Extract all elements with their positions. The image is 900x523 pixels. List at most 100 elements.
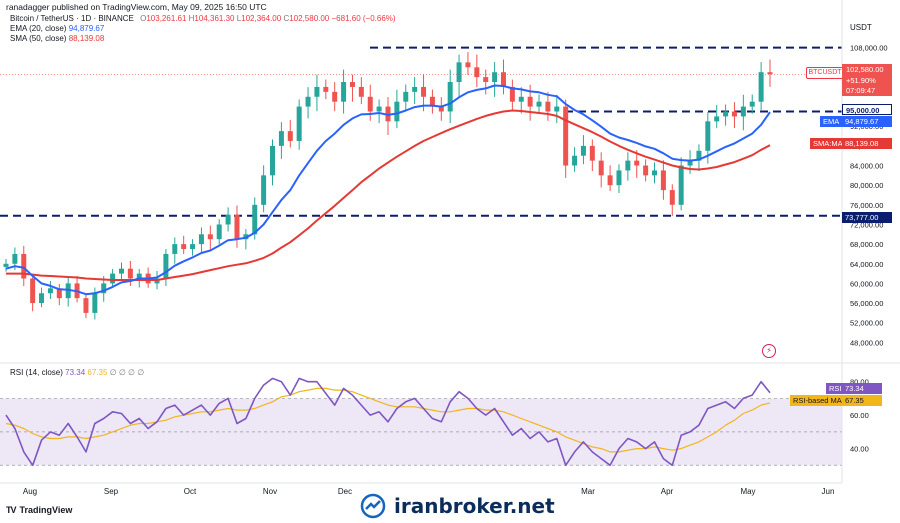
ema-value: 94,879.67 (68, 24, 105, 33)
candle-body (518, 96, 524, 102)
candle-body (216, 224, 222, 240)
time-label: Dec (338, 487, 352, 496)
open-label: O (140, 14, 147, 23)
candle-body (118, 268, 124, 274)
candle-body (261, 175, 267, 205)
sma50-line (6, 109, 771, 281)
close-value: 102,580.00 (289, 14, 330, 23)
rsi-pane (0, 377, 842, 467)
candle-body (172, 244, 178, 254)
candle-body (731, 111, 737, 117)
rsi-ma-tag-label: RSI-based MA (790, 395, 842, 406)
candle-body (740, 106, 746, 117)
candle-body (429, 96, 435, 107)
close-label: C (283, 14, 290, 23)
sma-legend[interactable]: SMA (50, close) 88,139.08 (10, 34, 104, 43)
candle-body (234, 214, 240, 240)
time-label: Mar (581, 487, 595, 496)
candle-body (509, 86, 515, 102)
candle-body (136, 273, 142, 279)
rsi-tag-label: RSI (826, 383, 842, 394)
rsi-ma-tag-value: 67.35 (842, 395, 882, 406)
candle-body (527, 96, 533, 107)
candle-body (47, 288, 53, 294)
watermark: iranbroker.net (360, 493, 555, 519)
candle-body (607, 175, 613, 186)
candle-body (589, 145, 595, 161)
candle-body (181, 244, 187, 250)
candle-body (127, 268, 133, 279)
candle-body (3, 263, 9, 267)
candle-body (678, 165, 684, 205)
candle-body (767, 72, 773, 75)
rsi-label: RSI (14, close) (10, 368, 63, 377)
candle-body (56, 288, 62, 299)
high-value: 104,361.30 (194, 14, 235, 23)
candle-body (270, 145, 276, 176)
candle-body (403, 91, 409, 102)
ema-legend[interactable]: EMA (20, close) 94,879.67 (10, 24, 104, 33)
candle-body (456, 62, 462, 83)
high-label: H (188, 14, 195, 23)
candle-body (296, 106, 302, 141)
rsi-legend[interactable]: RSI (14, close) 73.34 67.35 ∅ ∅ ∅ ∅ (10, 368, 144, 377)
candle-body (376, 106, 382, 112)
candle-body (758, 72, 764, 102)
candle-body (332, 91, 338, 102)
candle-body (714, 116, 720, 122)
candle-body (643, 165, 649, 176)
candle-body (314, 86, 320, 97)
rsi-ma-value: 67.35 (87, 368, 108, 377)
candle-body (749, 101, 755, 107)
symbol-name: Bitcoin / TetherUS · 1D · BINANCE (10, 14, 134, 23)
tradingview-logo[interactable]: TV TradingView (6, 505, 72, 515)
candle-body (341, 82, 347, 102)
sma-tag-value: 88,139.08 (842, 138, 892, 149)
candle-body (616, 170, 622, 186)
price-tick-label: 108,000.00 (850, 44, 888, 53)
candle-body (367, 96, 373, 112)
currency-label: USDT (850, 23, 872, 32)
sma-value: 88,139.08 (68, 34, 105, 43)
candle-body (563, 106, 569, 166)
ema-tag-label: EMA (820, 116, 842, 127)
candle-body (30, 278, 36, 304)
candle-body (572, 155, 578, 166)
watermark-icon (360, 493, 386, 519)
candle-body (705, 121, 711, 151)
ema20-line (5, 84, 771, 296)
sma-label: SMA (50, close) (10, 34, 67, 43)
rsi-tick-label: 40.00 (850, 445, 869, 454)
candle-body (500, 72, 506, 87)
level-95k-tag: 95,000.00 (842, 104, 892, 115)
price-tick-label: 72,000.00 (850, 220, 883, 229)
last-change: +51.90% (846, 75, 876, 85)
candle-body (723, 111, 729, 117)
sma-tag-label: SMA:MA (810, 138, 843, 149)
price-tick-label: 48,000.00 (850, 338, 883, 347)
candle-body (660, 170, 666, 191)
candle-body (252, 204, 258, 235)
candle-body (438, 106, 444, 112)
candle-body (421, 86, 427, 97)
rsi-tick-label: 80.00 (850, 378, 869, 387)
price-tick-label: 60,000.00 (850, 279, 883, 288)
candle-body (412, 86, 418, 92)
level-73k-tag: 73,777.00 (842, 212, 892, 223)
watermark-text: iranbroker.net (394, 494, 555, 518)
last-price-box: 102,580.00 +51.90% 07:09:47 (842, 64, 892, 96)
rsi-extra-values: ∅ ∅ ∅ ∅ (109, 368, 145, 377)
time-label: Oct (184, 487, 197, 496)
candle-body (669, 190, 675, 205)
rsi-tick-label: 60.00 (850, 411, 869, 420)
candle-body (358, 86, 364, 97)
candle-body (554, 106, 560, 112)
candle-body (492, 72, 498, 83)
candle-body (12, 253, 18, 264)
candle-body (83, 298, 89, 313)
price-tick-label: 80,000.00 (850, 181, 883, 190)
time-label: May (740, 487, 755, 496)
lightning-icon[interactable]: ⚡ (762, 344, 776, 358)
candle-body (394, 101, 400, 122)
rsi-line (5, 377, 771, 467)
